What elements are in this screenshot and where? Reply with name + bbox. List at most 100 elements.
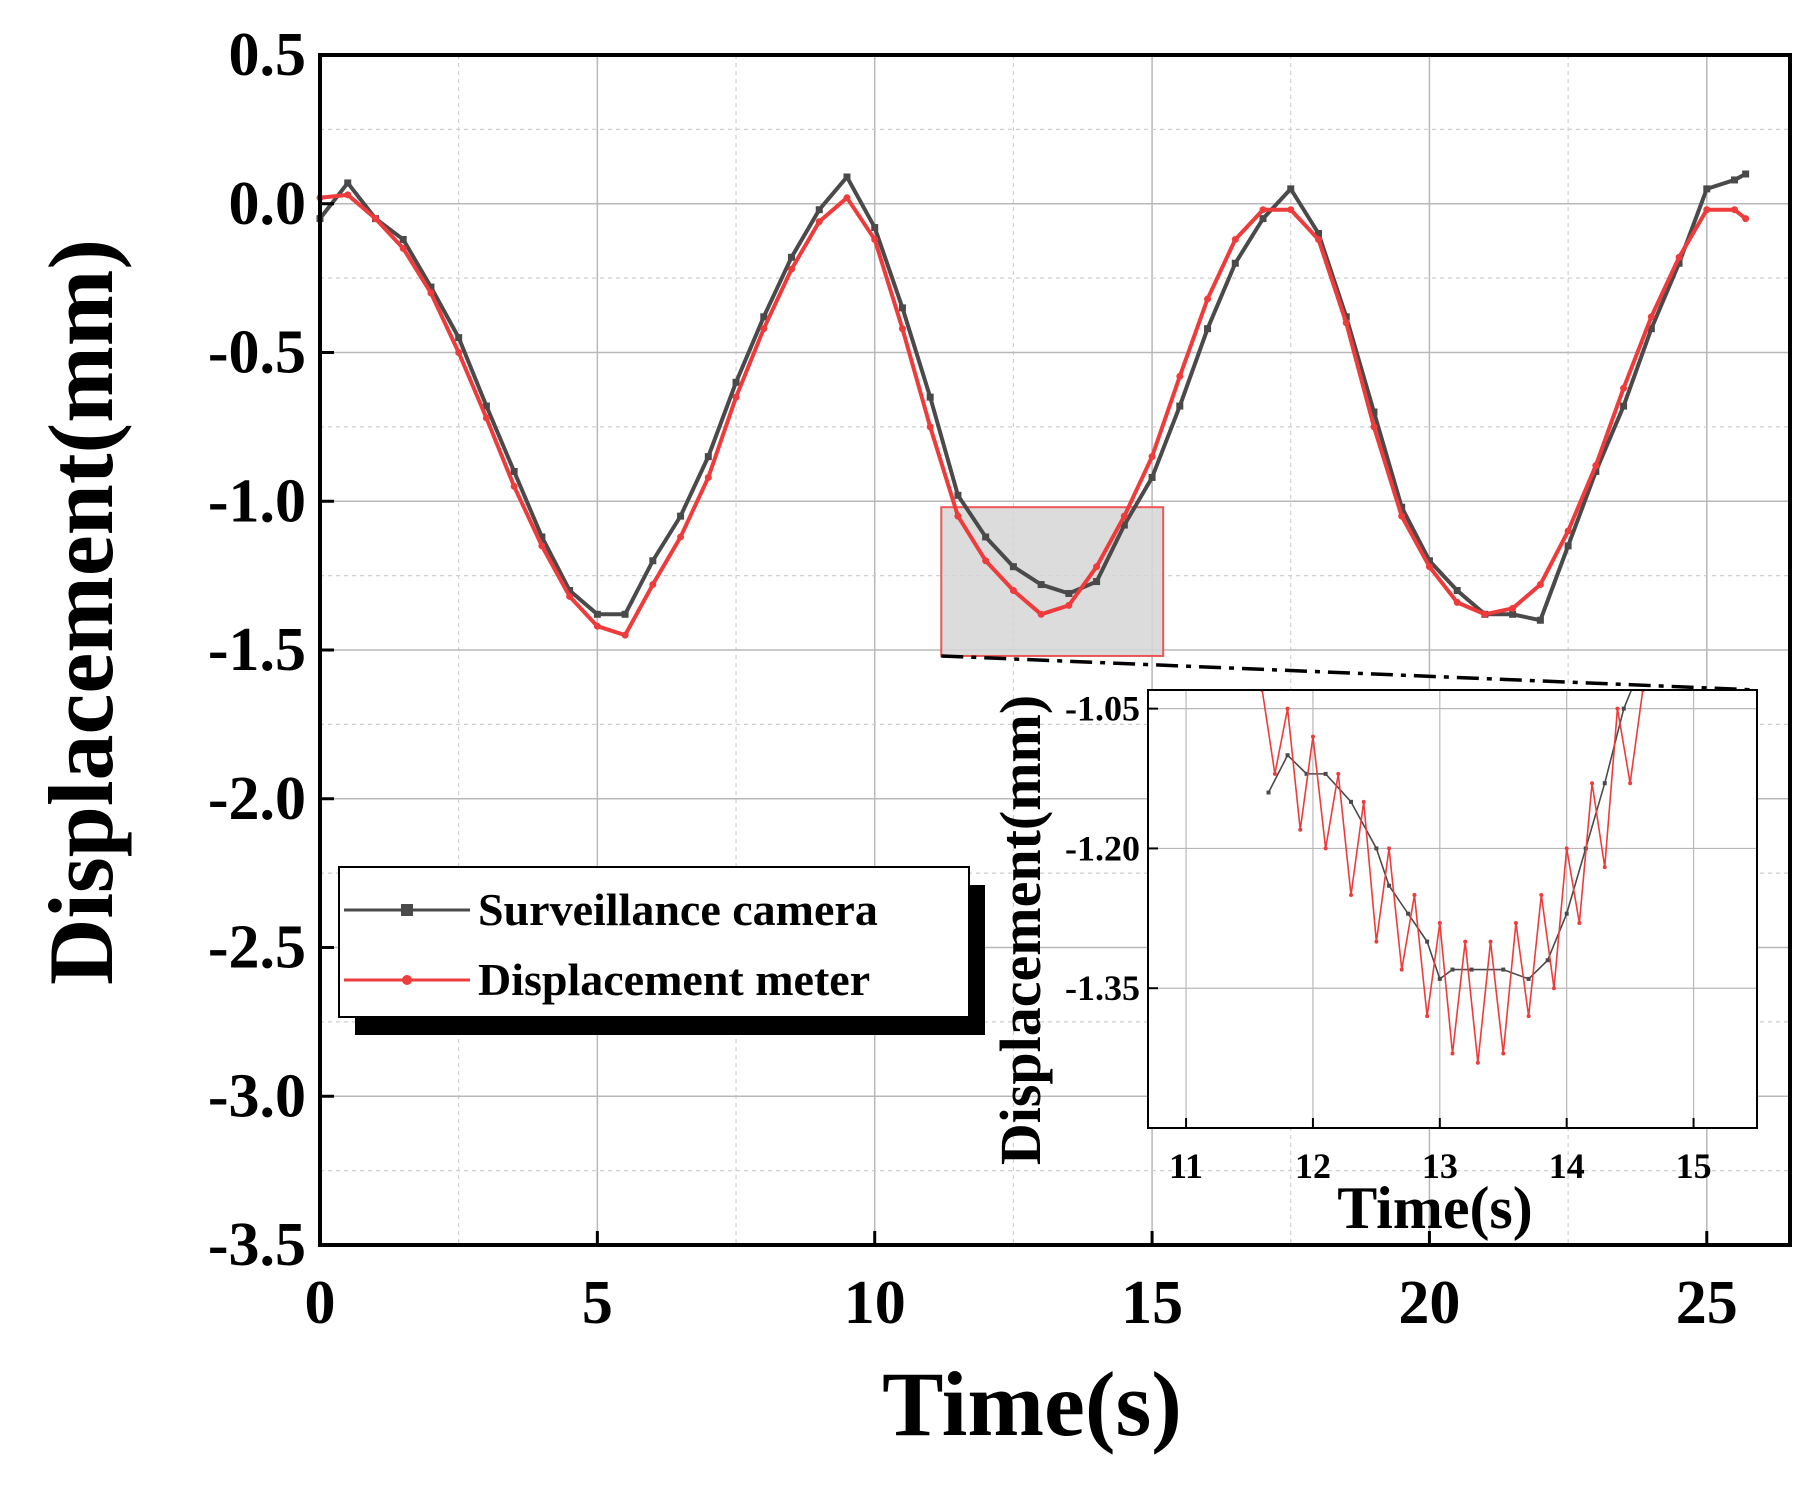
inset-point-meter <box>1513 920 1518 925</box>
inset-point-camera <box>1545 958 1550 963</box>
inset-x-tick-label: 14 <box>1549 1146 1585 1186</box>
main-point-meter <box>1314 235 1322 243</box>
inset-point-meter <box>1602 865 1607 870</box>
inset-x-axis-title: Time(s) <box>1337 1175 1533 1241</box>
main-point-meter <box>1453 598 1461 606</box>
main-point-camera <box>760 313 768 321</box>
inset-point-meter <box>1272 771 1277 776</box>
main-point-camera <box>1536 616 1544 624</box>
main-point-meter <box>1093 563 1101 571</box>
main-point-meter <box>1231 235 1239 243</box>
inset-point-camera <box>1469 967 1474 972</box>
main-point-camera <box>1259 215 1267 223</box>
legend-camera-marker <box>401 904 413 916</box>
main-point-meter <box>1592 462 1600 470</box>
main-point-meter <box>677 533 685 541</box>
y-tick-label: -1.5 <box>208 616 306 684</box>
inset-frame-border <box>1147 689 1758 1129</box>
inset-point-camera <box>1285 753 1290 758</box>
main-point-meter <box>982 557 990 565</box>
main-point-camera <box>344 179 352 187</box>
inset-point-meter <box>1628 781 1633 786</box>
inset-point-camera <box>1621 706 1626 711</box>
main-point-meter <box>898 325 906 333</box>
y-tick-label: -0.5 <box>208 319 306 387</box>
inset-point-meter <box>1526 1014 1531 1019</box>
main-point-camera <box>954 491 962 499</box>
main-point-meter <box>1342 319 1350 327</box>
main-point-camera <box>1370 408 1378 416</box>
x-tick-label: 25 <box>1676 1269 1738 1337</box>
inset-y-axis-title: Displacement(mm) <box>988 695 1053 1165</box>
y-tick-label: -2.0 <box>208 765 306 833</box>
main-point-camera <box>510 468 518 475</box>
inset-grid <box>1148 690 1757 1128</box>
legend-meter-marker <box>402 975 412 985</box>
main-point-camera <box>649 557 657 565</box>
main-point-meter <box>344 191 352 199</box>
inset-point-meter <box>1552 986 1556 991</box>
main-point-meter <box>455 349 463 356</box>
main-point-meter <box>566 592 574 600</box>
legend-meter-label: Displacement meter <box>478 954 870 1005</box>
main-point-camera <box>1592 468 1600 475</box>
inset-point-meter <box>1501 1051 1506 1056</box>
main-point-meter <box>482 414 490 422</box>
main-point-camera <box>871 224 879 232</box>
inset-point-meter <box>1310 734 1315 739</box>
main-point-camera <box>1037 581 1045 589</box>
inset-chart: 11 12 13 14 15 -1.05 -1.20 -1.35 Time(s) Displa… <box>988 660 1758 1241</box>
main-point-meter <box>1120 512 1128 520</box>
main-point-meter <box>1287 206 1295 214</box>
main-point-meter <box>1037 610 1045 618</box>
inset-point-meter <box>1412 893 1417 898</box>
main-point-meter <box>926 423 934 431</box>
main-point-meter <box>1398 512 1406 520</box>
main-point-meter <box>1731 206 1739 214</box>
inset-point-camera <box>1641 660 1645 664</box>
main-point-meter <box>621 631 629 639</box>
main-point-camera <box>399 235 407 243</box>
inset-point-meter <box>1374 939 1379 944</box>
inset-point-camera <box>1266 790 1271 795</box>
main-point-meter <box>843 194 851 202</box>
main-point-camera <box>621 610 629 618</box>
y-tick-label: -3.5 <box>208 1211 306 1279</box>
main-point-meter <box>1481 610 1489 618</box>
inset-point-meter <box>1298 827 1303 832</box>
inset-background <box>1148 690 1757 1128</box>
main-point-camera <box>1731 176 1739 184</box>
main-ticks: 0 5 10 15 20 25 0.5 0.0 -0.5 -1.0 -1.5 -2.0 -2.5 -3.0… <box>208 21 1738 1337</box>
main-point-camera <box>1742 170 1750 178</box>
main-point-meter <box>538 542 546 550</box>
main-point-camera <box>677 512 685 520</box>
main-point-meter <box>1148 453 1156 461</box>
main-point-camera <box>1647 325 1655 333</box>
main-point-meter <box>1176 372 1184 380</box>
inset-point-meter <box>1590 781 1595 786</box>
main-point-camera <box>593 610 601 618</box>
main-point-camera <box>788 253 796 261</box>
main-point-meter <box>1703 206 1711 214</box>
inset-point-meter <box>1615 706 1620 711</box>
main-point-meter <box>1259 206 1267 214</box>
main-point-meter <box>1425 563 1433 571</box>
main-point-camera <box>982 533 990 541</box>
inset-point-camera <box>1323 771 1328 776</box>
inset-point-meter <box>1463 939 1468 944</box>
main-point-camera <box>843 173 851 181</box>
connector-line <box>941 654 1758 692</box>
main-point-meter <box>954 512 962 520</box>
x-tick-label: 0 <box>305 1269 336 1337</box>
inset-point-camera <box>1304 771 1309 776</box>
inset-point-camera <box>1387 883 1392 888</box>
inset-point-camera <box>1406 911 1411 916</box>
inset-point-meter <box>1437 920 1442 925</box>
main-point-camera <box>1425 557 1433 565</box>
inset-y-tick-label: -1.05 <box>1065 689 1140 729</box>
x-tick-label: 20 <box>1398 1269 1460 1337</box>
main-point-meter <box>510 482 518 490</box>
y-tick-label: -2.5 <box>208 914 306 982</box>
main-point-camera <box>1009 563 1017 571</box>
main-point-meter <box>649 581 657 589</box>
